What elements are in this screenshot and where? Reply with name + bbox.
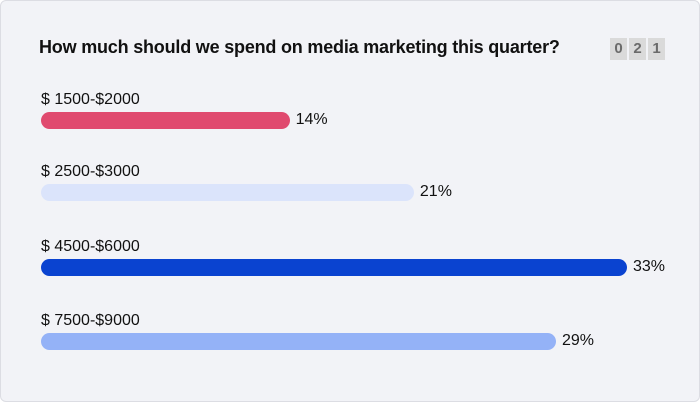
counter-digit: 0: [610, 38, 627, 60]
option-label: $ 4500-$6000: [41, 238, 140, 255]
option-label: $ 1500-$2000: [41, 91, 140, 108]
percent-label: 14%: [295, 111, 328, 128]
option-label: $ 7500-$9000: [41, 312, 140, 329]
poll-option-7500-9000[interactable]: $ 7500-$9000 29%: [39, 312, 679, 362]
result-bar: [41, 259, 627, 276]
percent-label: 29%: [561, 332, 594, 349]
poll-option-1500-2000[interactable]: $ 1500-$2000 14%: [39, 91, 679, 141]
poll-question: How much should we spend on media market…: [39, 37, 560, 57]
percent-label: 21%: [419, 183, 452, 200]
vote-counter: 0 2 1: [610, 38, 665, 60]
counter-digit: 2: [629, 38, 646, 60]
poll-option-4500-6000[interactable]: $ 4500-$6000 33%: [39, 238, 679, 288]
poll-option-2500-3000[interactable]: $ 2500-$3000 21%: [39, 163, 679, 213]
percent-label: 33%: [633, 258, 666, 275]
option-label: $ 2500-$3000: [41, 163, 140, 180]
result-bar: [41, 333, 556, 350]
result-bar: [41, 112, 290, 129]
result-bar: [41, 184, 414, 201]
counter-digit: 1: [648, 38, 665, 60]
